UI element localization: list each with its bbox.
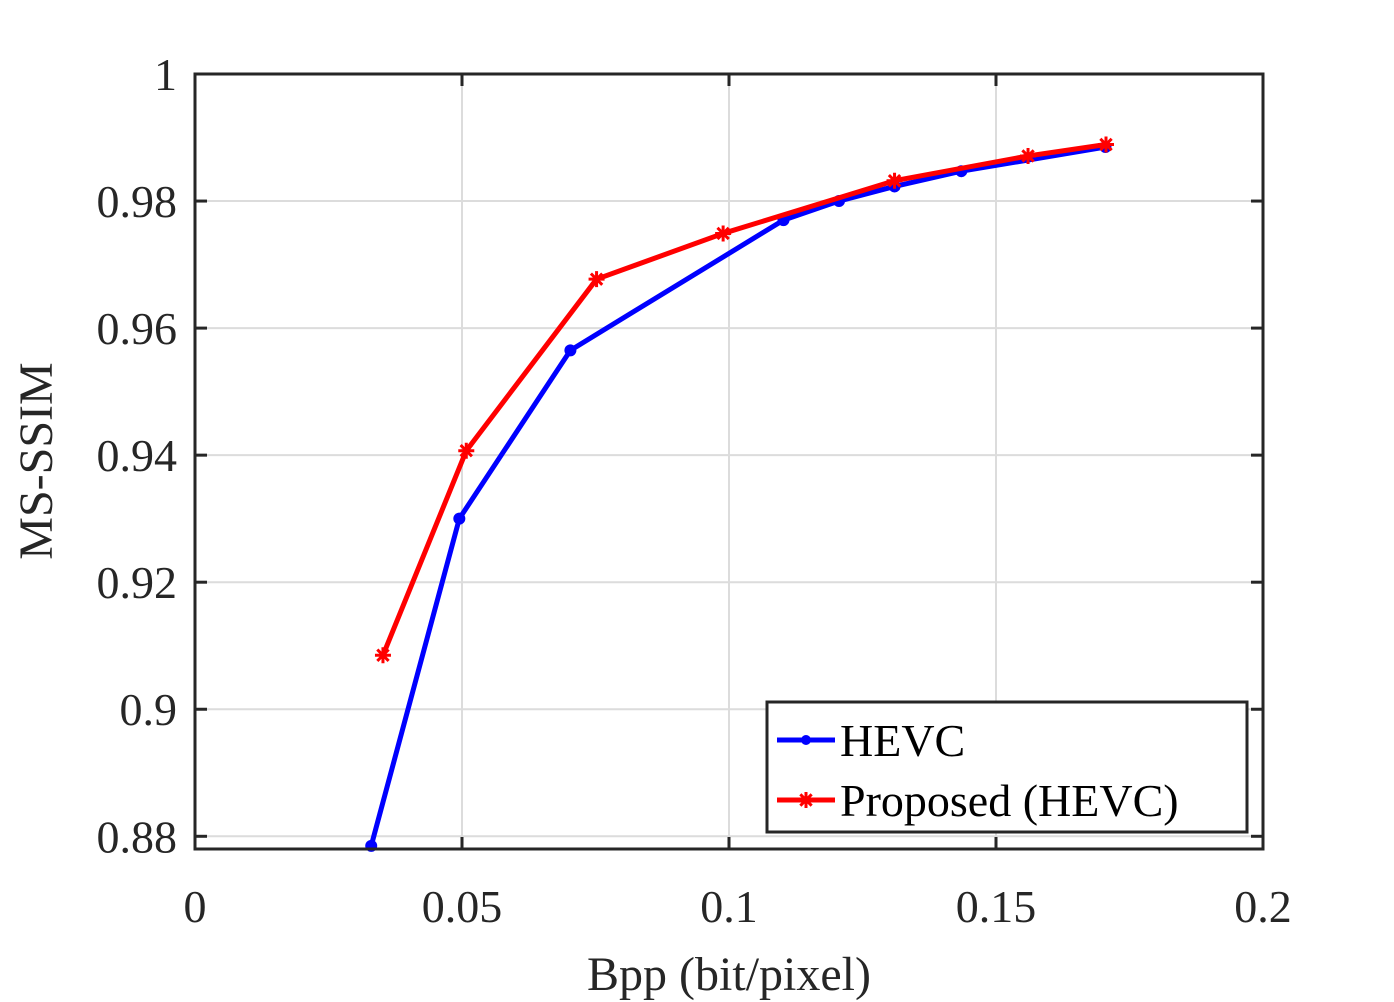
x-axis-title: Bpp (bit/pixel) — [587, 948, 871, 1001]
y-tick-label: 0.9 — [120, 684, 178, 735]
data-point-core — [1102, 141, 1110, 149]
series-1 — [374, 136, 1114, 664]
y-tick-label: 0.98 — [97, 176, 178, 227]
y-tick-label: 0.96 — [97, 303, 178, 354]
data-point-core — [719, 229, 727, 237]
data-point-core — [593, 275, 601, 283]
data-point-core — [379, 651, 387, 659]
data-point-core — [1024, 152, 1032, 160]
x-tick-label: 0 — [184, 881, 207, 932]
legend-marker-hevc — [801, 735, 811, 745]
ticks: 0 0.05 0.1 0.15 0.2 0.88 0.9 0.92 0.94 0.96 0.98 1 — [97, 49, 1292, 932]
legend-label-proposed: Proposed (HEVC) — [840, 775, 1179, 826]
data-point — [564, 344, 577, 357]
legend-star-core — [802, 796, 810, 804]
x-tick-label: 0.1 — [700, 881, 758, 932]
x-tick-label: 0.15 — [956, 881, 1037, 932]
y-tick-label: 0.88 — [97, 811, 178, 862]
legend-box — [765, 700, 1249, 834]
data-point-core — [462, 447, 470, 455]
data-point-core — [891, 177, 899, 185]
y-tick-label: 0.94 — [97, 430, 178, 481]
y-tick-label: 1 — [154, 49, 177, 100]
y-tick-label: 0.92 — [97, 557, 178, 608]
legend-marker-proposed — [798, 792, 814, 808]
x-tick-label: 0.2 — [1234, 881, 1292, 932]
x-tick-label: 0.05 — [422, 881, 503, 932]
data-point — [453, 512, 466, 525]
y-axis-title: MS-SSIM — [10, 362, 63, 559]
legend-label-hevc: HEVC — [840, 715, 965, 766]
legend: HEVC Proposed (HEVC) — [765, 700, 1249, 834]
series — [365, 136, 1114, 852]
series-line — [368, 144, 1106, 847]
